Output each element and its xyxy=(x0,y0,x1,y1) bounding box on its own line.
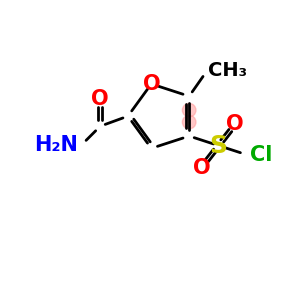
Text: O: O xyxy=(142,74,160,94)
Text: O: O xyxy=(92,89,109,109)
Circle shape xyxy=(182,103,196,117)
Text: S: S xyxy=(210,134,228,158)
Text: O: O xyxy=(194,158,211,178)
Text: CH₃: CH₃ xyxy=(208,61,247,80)
Text: Cl: Cl xyxy=(250,145,272,165)
Text: O: O xyxy=(226,113,244,134)
Circle shape xyxy=(182,115,196,129)
Text: H₂N: H₂N xyxy=(34,135,78,155)
